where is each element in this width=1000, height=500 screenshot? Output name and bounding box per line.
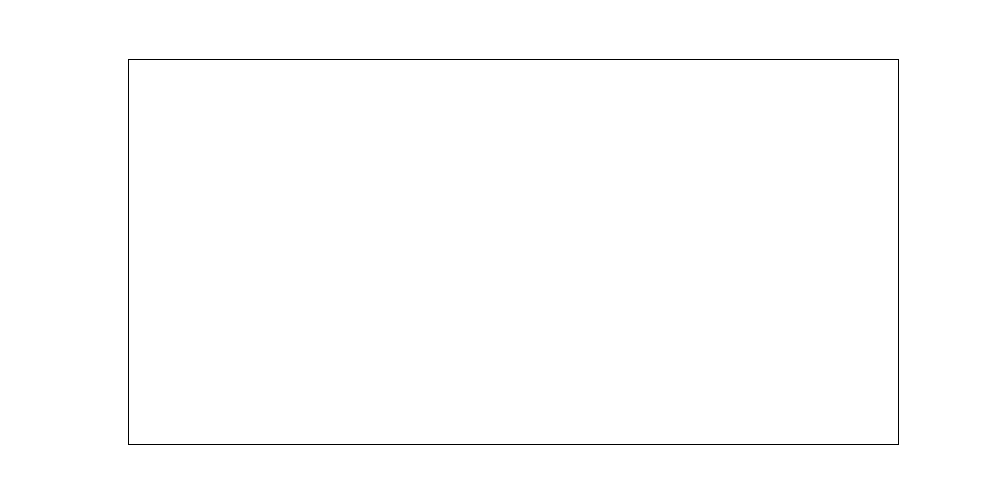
word-cloud-canvas bbox=[129, 60, 898, 444]
word-cloud bbox=[128, 59, 899, 445]
